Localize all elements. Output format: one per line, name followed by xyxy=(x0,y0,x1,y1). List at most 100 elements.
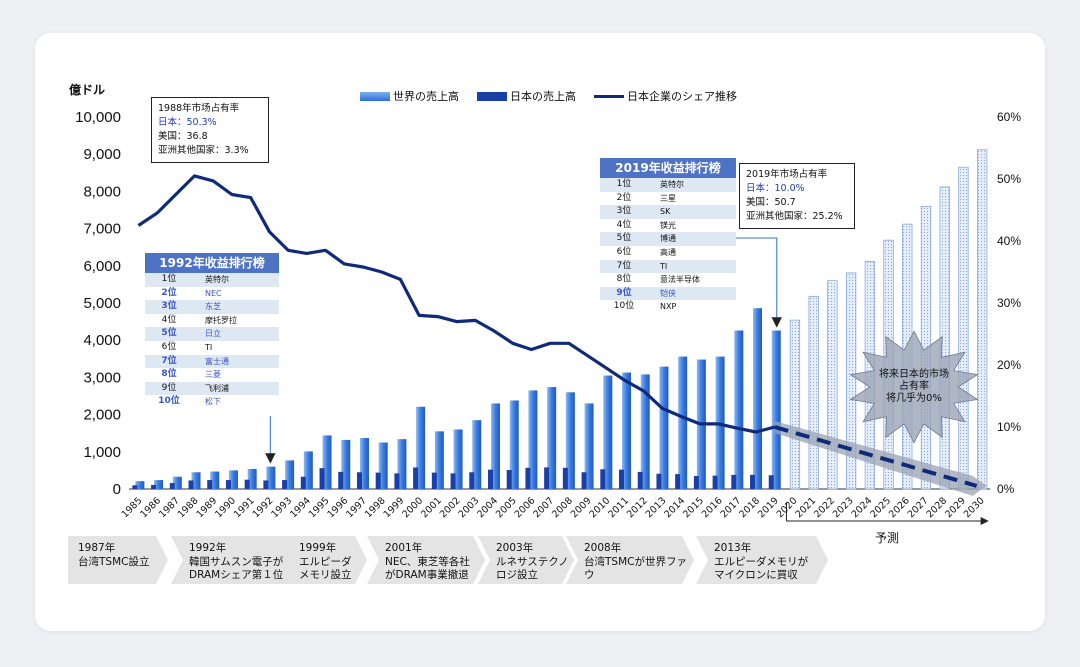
world-sales-bar xyxy=(753,308,763,489)
japan-sales-bar xyxy=(132,485,138,489)
rank-1992-rank-position: 4位 xyxy=(161,314,177,325)
rank-2019-company-name: 博通 xyxy=(660,234,676,244)
forecast-bubble-text: 将来日本的市场 xyxy=(879,367,949,380)
rank-2019-company-name: 铠侠 xyxy=(660,288,676,298)
note-2019-title: 2019年市场占有率 xyxy=(746,169,828,180)
world-sales-bar xyxy=(472,420,482,489)
x-tick-label: 2025 xyxy=(868,495,893,520)
world-sales-bar xyxy=(603,375,613,489)
note-2019-us: 美国：50.7 xyxy=(746,197,796,208)
world-sales-bar xyxy=(528,390,538,489)
rank-1992-rank-position: 3位 xyxy=(161,301,177,312)
rank-2019-row: 10位 NXP xyxy=(600,300,736,314)
japan-sales-bar xyxy=(600,469,606,489)
event-line: エルピーダメモリが xyxy=(714,555,809,568)
japan-share-line xyxy=(137,174,776,434)
y-tick-right-label: 0% xyxy=(997,482,1015,496)
japan-sales-bar xyxy=(263,480,269,489)
world-sales-bar xyxy=(958,166,969,490)
rank-2019-company-name: TI xyxy=(660,261,668,271)
x-tick-label: 2006 xyxy=(513,495,538,520)
japan-sales-bar xyxy=(712,475,718,489)
japan-sales-bar xyxy=(319,468,325,489)
x-tick-label: 2019 xyxy=(756,495,781,520)
rank-1992-company-name: 飞利浦 xyxy=(205,383,229,393)
event-line: 韓国サムスン電子が xyxy=(189,555,284,568)
japan-sales-bar xyxy=(244,479,250,489)
japan-sales-bar xyxy=(450,473,456,489)
rank-1992-company-name: 东芝 xyxy=(205,302,221,312)
japan-sales-bar xyxy=(169,483,175,489)
rank-2019-company-name: NXP xyxy=(660,302,677,312)
x-tick-label: 2011 xyxy=(606,495,631,520)
japan-sales-bar xyxy=(356,472,362,489)
rank-2019-company-name: SK xyxy=(660,207,671,217)
legend-world-swatch xyxy=(360,91,390,101)
rank-1992-row: 6位 TI xyxy=(145,341,279,355)
x-tick-label: 1991 xyxy=(232,495,257,520)
world-sales-bar xyxy=(154,480,164,489)
x-tick-label: 2007 xyxy=(531,495,556,520)
event-line: マイクロンに買収 xyxy=(714,569,798,581)
forecast-label: 予測 xyxy=(875,531,899,545)
rank-1992-company-name: 三菱 xyxy=(205,370,221,380)
legend-world-label: 世界の売上高 xyxy=(393,90,459,103)
event-line: ロジ設立 xyxy=(496,569,538,581)
rank-1992-rank-position: 9位 xyxy=(161,382,177,393)
japan-sales-bar xyxy=(581,472,587,489)
japan-sales-bar xyxy=(637,471,643,489)
event-line: 台湾TSMCが世界ファウ xyxy=(584,555,687,581)
rank-1992-company-name: NEC xyxy=(205,288,222,298)
rank-1992-company-name: TI xyxy=(205,342,213,352)
japan-sales-bar xyxy=(394,473,400,489)
x-tick-label: 1993 xyxy=(269,495,294,520)
note-1988-us: 美国：36.8 xyxy=(158,131,208,142)
x-tick-label: 2004 xyxy=(475,495,500,520)
y-tick-left-label: 9,000 xyxy=(83,146,121,163)
x-tick-label: 1998 xyxy=(363,495,388,520)
x-tick-label: 1985 xyxy=(120,495,145,520)
rank-1992-row: 5位 日立 xyxy=(145,327,279,341)
event-line: DRAMシェア第１位 xyxy=(189,569,284,581)
event-box: 2008年 台湾TSMCが世界ファウ ンドリシェアの50%を獲得 xyxy=(566,536,694,584)
rank-2019-company-name: 意法半导体 xyxy=(660,275,700,285)
note-1988: 1988年市场占有率 日本：50.3% 美国：36.8 亚洲其他国家：3.3% xyxy=(151,97,269,163)
x-tick-label: 1992 xyxy=(251,495,276,520)
japan-sales-bar xyxy=(525,467,531,489)
x-tick-label: 2029 xyxy=(943,495,968,520)
rank-2019-rank-position: 5位 xyxy=(616,233,632,244)
japan-sales-bar xyxy=(506,470,512,489)
world-sales-bar xyxy=(678,356,688,489)
rank-1992-row: 7位 富士通 xyxy=(145,354,279,369)
chart-card: 0 1,000 2,000 3,000 4,000 5,000 6,000 7,000 8,00… xyxy=(35,33,1045,631)
note-2019: 2019年市场占有率 日本：10.0% 美国：50.7 亚洲其他国家：25.2% xyxy=(739,163,855,229)
japan-sales-bar xyxy=(693,475,699,489)
japan-sales-bar xyxy=(413,467,419,489)
world-sales-bar xyxy=(397,439,407,489)
rank-1992-rank-position: 6位 xyxy=(161,341,177,352)
x-tick-label: 1997 xyxy=(344,495,369,520)
x-tick-label: 2001 xyxy=(419,495,444,520)
legend-japan-label: 日本の売上高 xyxy=(510,90,576,103)
world-sales-bar xyxy=(846,272,857,490)
rank-1992-company-name: 日立 xyxy=(205,329,221,339)
world-sales-bar xyxy=(827,280,838,490)
x-tick-label: 2017 xyxy=(719,495,744,520)
rank-2019-rank-position: 1位 xyxy=(616,179,632,189)
legend-share-swatch xyxy=(594,94,624,98)
rank-1992-title: 1992年收益排行榜 xyxy=(145,253,279,273)
rank-2019-row: 7位 TI xyxy=(600,259,736,274)
chart-svg: 0 1,000 2,000 3,000 4,000 5,000 6,000 7,000 8,00… xyxy=(75,109,1021,545)
rank-1992-rank-position: 1位 xyxy=(161,274,177,284)
event-line: NEC、東芝等各社 xyxy=(385,555,470,568)
world-sales-bar xyxy=(808,295,819,490)
rank-2019-rank-position: 6位 xyxy=(616,246,632,257)
world-sales-bar xyxy=(285,460,295,489)
world-sales-bar xyxy=(771,330,781,489)
forecast-starburst xyxy=(849,330,979,444)
event-line: がDRAM事業撤退 xyxy=(385,569,469,581)
event-line: 2008年 xyxy=(584,542,622,554)
rank-1992-company-name: 英特尔 xyxy=(205,275,229,284)
rank-2019-row: 2位 三星 xyxy=(600,192,736,206)
world-sales-bar xyxy=(565,392,575,489)
